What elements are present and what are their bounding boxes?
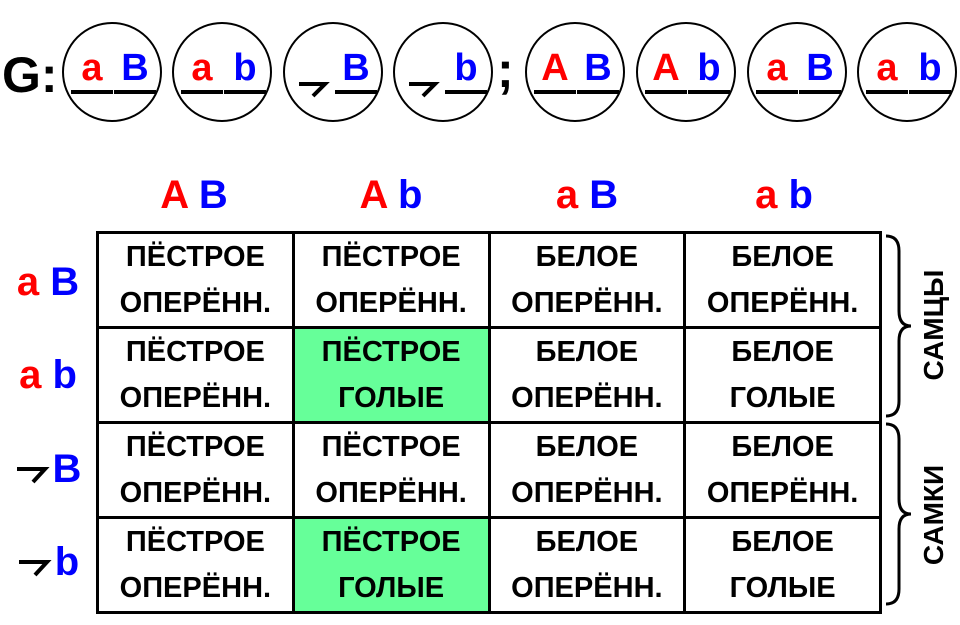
grid-cell: ПЁСТРОЕ ОПЕРЁНН. (291, 421, 491, 519)
grid-cell: БЕЛОЕ ОПЕРЁНН. (683, 231, 882, 329)
y-chromosome-icon (16, 467, 50, 484)
allele: b (233, 47, 257, 89)
column-header: A b (293, 172, 489, 218)
allele: b (398, 173, 423, 217)
grid-cell: БЕЛОЕ ОПЕРЁНН. (487, 231, 687, 329)
females-label: САМКИ (918, 464, 949, 566)
y-chromosome-icon (299, 82, 330, 98)
gamete-p1-1: a B (62, 22, 162, 122)
grid-cell: БЕЛОЕ ОПЕРЁНН. (487, 516, 687, 614)
allele: B (52, 447, 82, 491)
punnett-grid: ПЁСТРОЕ ОПЕРЁНН. ПЁСТРОЕ ОПЕРЁНН. БЕЛОЕ ОПЕ… (96, 231, 882, 614)
column-header: A B (96, 172, 292, 218)
grid-cell: ПЁСТРОЕ ОПЕРЁНН. (96, 421, 295, 519)
gamete-p1-4: b (393, 22, 493, 122)
allele: b (54, 540, 80, 584)
grid-cell: ПЁСТРОЕ ОПЕРЁНН. (96, 326, 295, 424)
allele: a (81, 47, 103, 89)
column-header: a B (489, 172, 685, 218)
gamete-p2-3: a B (747, 22, 847, 122)
grid-cell-highlighted: ПЁСТРОЕ ГОЛЫЕ (291, 326, 491, 424)
allele: b (918, 47, 942, 89)
y-chromosome-icon (409, 82, 440, 98)
grid-cell: БЕЛОЕ ОПЕРЁНН. (683, 421, 882, 519)
gamete-p1-2: a b (172, 22, 272, 122)
allele: B (198, 173, 228, 217)
allele: B (806, 47, 834, 89)
allele: a (19, 353, 42, 397)
gamete-p1-3: B (283, 22, 383, 122)
grid-cell: БЕЛОЕ ГОЛЫЕ (683, 326, 882, 424)
grid-row: ПЁСТРОЕ ОПЕРЁНН. ПЁСТРОЕ ОПЕРЁНН. БЕЛОЕ ОПЕ… (96, 231, 882, 329)
allele: A (541, 47, 569, 89)
allele: a (16, 260, 40, 304)
row-header: a b (0, 352, 96, 398)
allele: b (697, 47, 721, 89)
column-header: a b (686, 172, 882, 218)
allele: B (121, 47, 149, 89)
allele: a (755, 173, 778, 217)
grid-cell: БЕЛОЕ ОПЕРЁНН. (487, 421, 687, 519)
males-label: САМЦЫ (918, 269, 949, 381)
gamete-label: G: (2, 47, 58, 103)
y-chromosome-icon (18, 560, 52, 577)
allele: B (50, 260, 80, 304)
allele: b (52, 353, 77, 397)
allele: A (160, 173, 188, 217)
gamete-p2-2: A b (636, 22, 736, 122)
allele: A (359, 173, 387, 217)
grid-cell: ПЁСТРОЕ ОПЕРЁНН. (291, 231, 491, 329)
allele: B (584, 47, 612, 89)
allele: A (652, 47, 680, 89)
grid-cell: БЕЛОЕ ОПЕРЁНН. (487, 326, 687, 424)
grid-cell: ПЁСТРОЕ ОПЕРЁНН. (96, 231, 295, 329)
row-header: B (0, 446, 96, 492)
gamete-p2-4: a b (857, 22, 957, 122)
allele: B (342, 47, 370, 89)
allele: a (191, 47, 213, 89)
allele: a (766, 47, 788, 89)
allele: b (454, 47, 478, 89)
gamete-p2-1: A B (525, 22, 625, 122)
allele: a (555, 173, 579, 217)
row-header: a B (0, 259, 96, 305)
grid-cell-highlighted: ПЁСТРОЕ ГОЛЫЕ (291, 516, 491, 614)
grid-row: ПЁСТРОЕ ОПЕРЁНН. ПЁСТРОЕ ГОЛЫЕ БЕЛОЕ ОПЕРЁН… (96, 516, 882, 614)
allele: b (788, 173, 813, 217)
males-brace (885, 234, 912, 418)
females-brace (885, 422, 912, 606)
row-header: b (0, 539, 96, 585)
grid-row: ПЁСТРОЕ ОПЕРЁНН. ПЁСТРОЕ ГОЛЫЕ БЕЛОЕ ОПЕРЁН… (96, 326, 882, 424)
allele: B (589, 173, 619, 217)
separator: ; (497, 42, 514, 98)
allele: a (876, 47, 898, 89)
grid-row: ПЁСТРОЕ ОПЕРЁНН. ПЁСТРОЕ ОПЕРЁНН. БЕЛОЕ ОПЕ… (96, 421, 882, 519)
grid-cell: ПЁСТРОЕ ОПЕРЁНН. (96, 516, 295, 614)
grid-cell: БЕЛОЕ ГОЛЫЕ (683, 516, 882, 614)
